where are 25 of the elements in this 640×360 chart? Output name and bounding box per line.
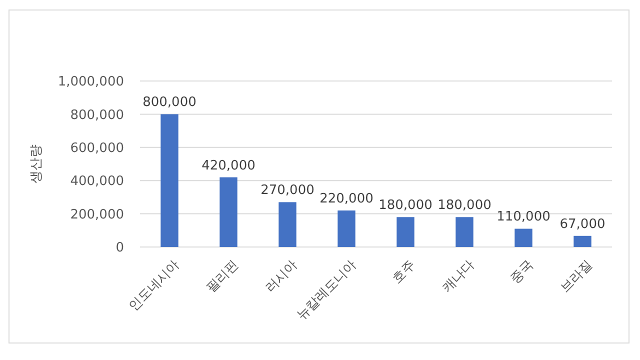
y-tick-label: 0: [116, 240, 124, 256]
data-label: 420,000: [202, 158, 256, 174]
bar: [456, 217, 474, 247]
bar: [338, 210, 356, 247]
bar: [574, 236, 592, 247]
bar: [278, 202, 296, 247]
bar: [396, 217, 414, 247]
data-label: 220,000: [320, 191, 374, 206]
data-label: 180,000: [378, 198, 432, 214]
data-label: 110,000: [496, 210, 550, 225]
data-label: 270,000: [260, 183, 314, 198]
y-tick-label: 400,000: [70, 174, 124, 190]
y-tick-label: 600,000: [70, 140, 124, 156]
x-tick-label: 호주: [390, 258, 419, 287]
y-tick-label: 200,000: [70, 207, 124, 222]
data-label: 67,000: [560, 216, 606, 232]
y-tick-label: 1,000,000: [58, 74, 124, 90]
y-tick-label: 800,000: [70, 108, 124, 123]
bar: [160, 114, 178, 247]
data-label: 180,000: [438, 198, 492, 214]
data-label: 800,000: [142, 95, 196, 110]
x-tick-label: 중국: [508, 258, 537, 287]
bar: [220, 177, 238, 247]
y-axis-title: 생산량: [29, 144, 44, 184]
bar: [514, 228, 532, 247]
